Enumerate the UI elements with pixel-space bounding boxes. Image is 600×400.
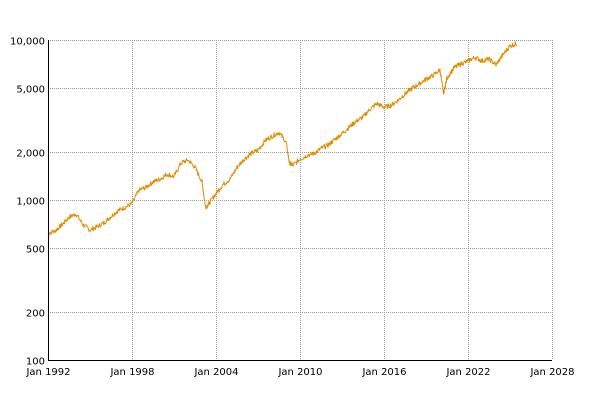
series-line [47, 41, 518, 236]
x-tick-label: Jan 2004 [193, 367, 238, 378]
x-tick-label: Jan 1998 [109, 367, 154, 378]
x-tick-label: Jan 2010 [277, 367, 322, 378]
y-tick-label: 500 [26, 245, 45, 256]
y-axis-ticks: 100 200 500 1,000 2,000 5,000 10,000 [10, 37, 45, 368]
grid [48, 40, 553, 361]
y-tick-label: 200 [26, 309, 45, 320]
x-tick-label: Jan 2028 [529, 367, 574, 378]
y-tick-label: 10,000 [10, 37, 45, 48]
y-tick-label: 5,000 [16, 85, 45, 96]
x-axis-ticks: Jan 1992 Jan 1998 Jan 2004 Jan 2010 Jan 2016… [25, 367, 574, 378]
x-tick-label: Jan 1992 [25, 367, 70, 378]
y-tick-label: 2,000 [16, 149, 45, 160]
y-tick-label: 1,000 [16, 197, 45, 208]
y-tick-label: 100 [26, 357, 45, 368]
series-layer [47, 41, 518, 236]
x-tick-label: Jan 2022 [445, 367, 490, 378]
axes-frame [48, 40, 552, 361]
x-tick-label: Jan 2016 [361, 367, 406, 378]
